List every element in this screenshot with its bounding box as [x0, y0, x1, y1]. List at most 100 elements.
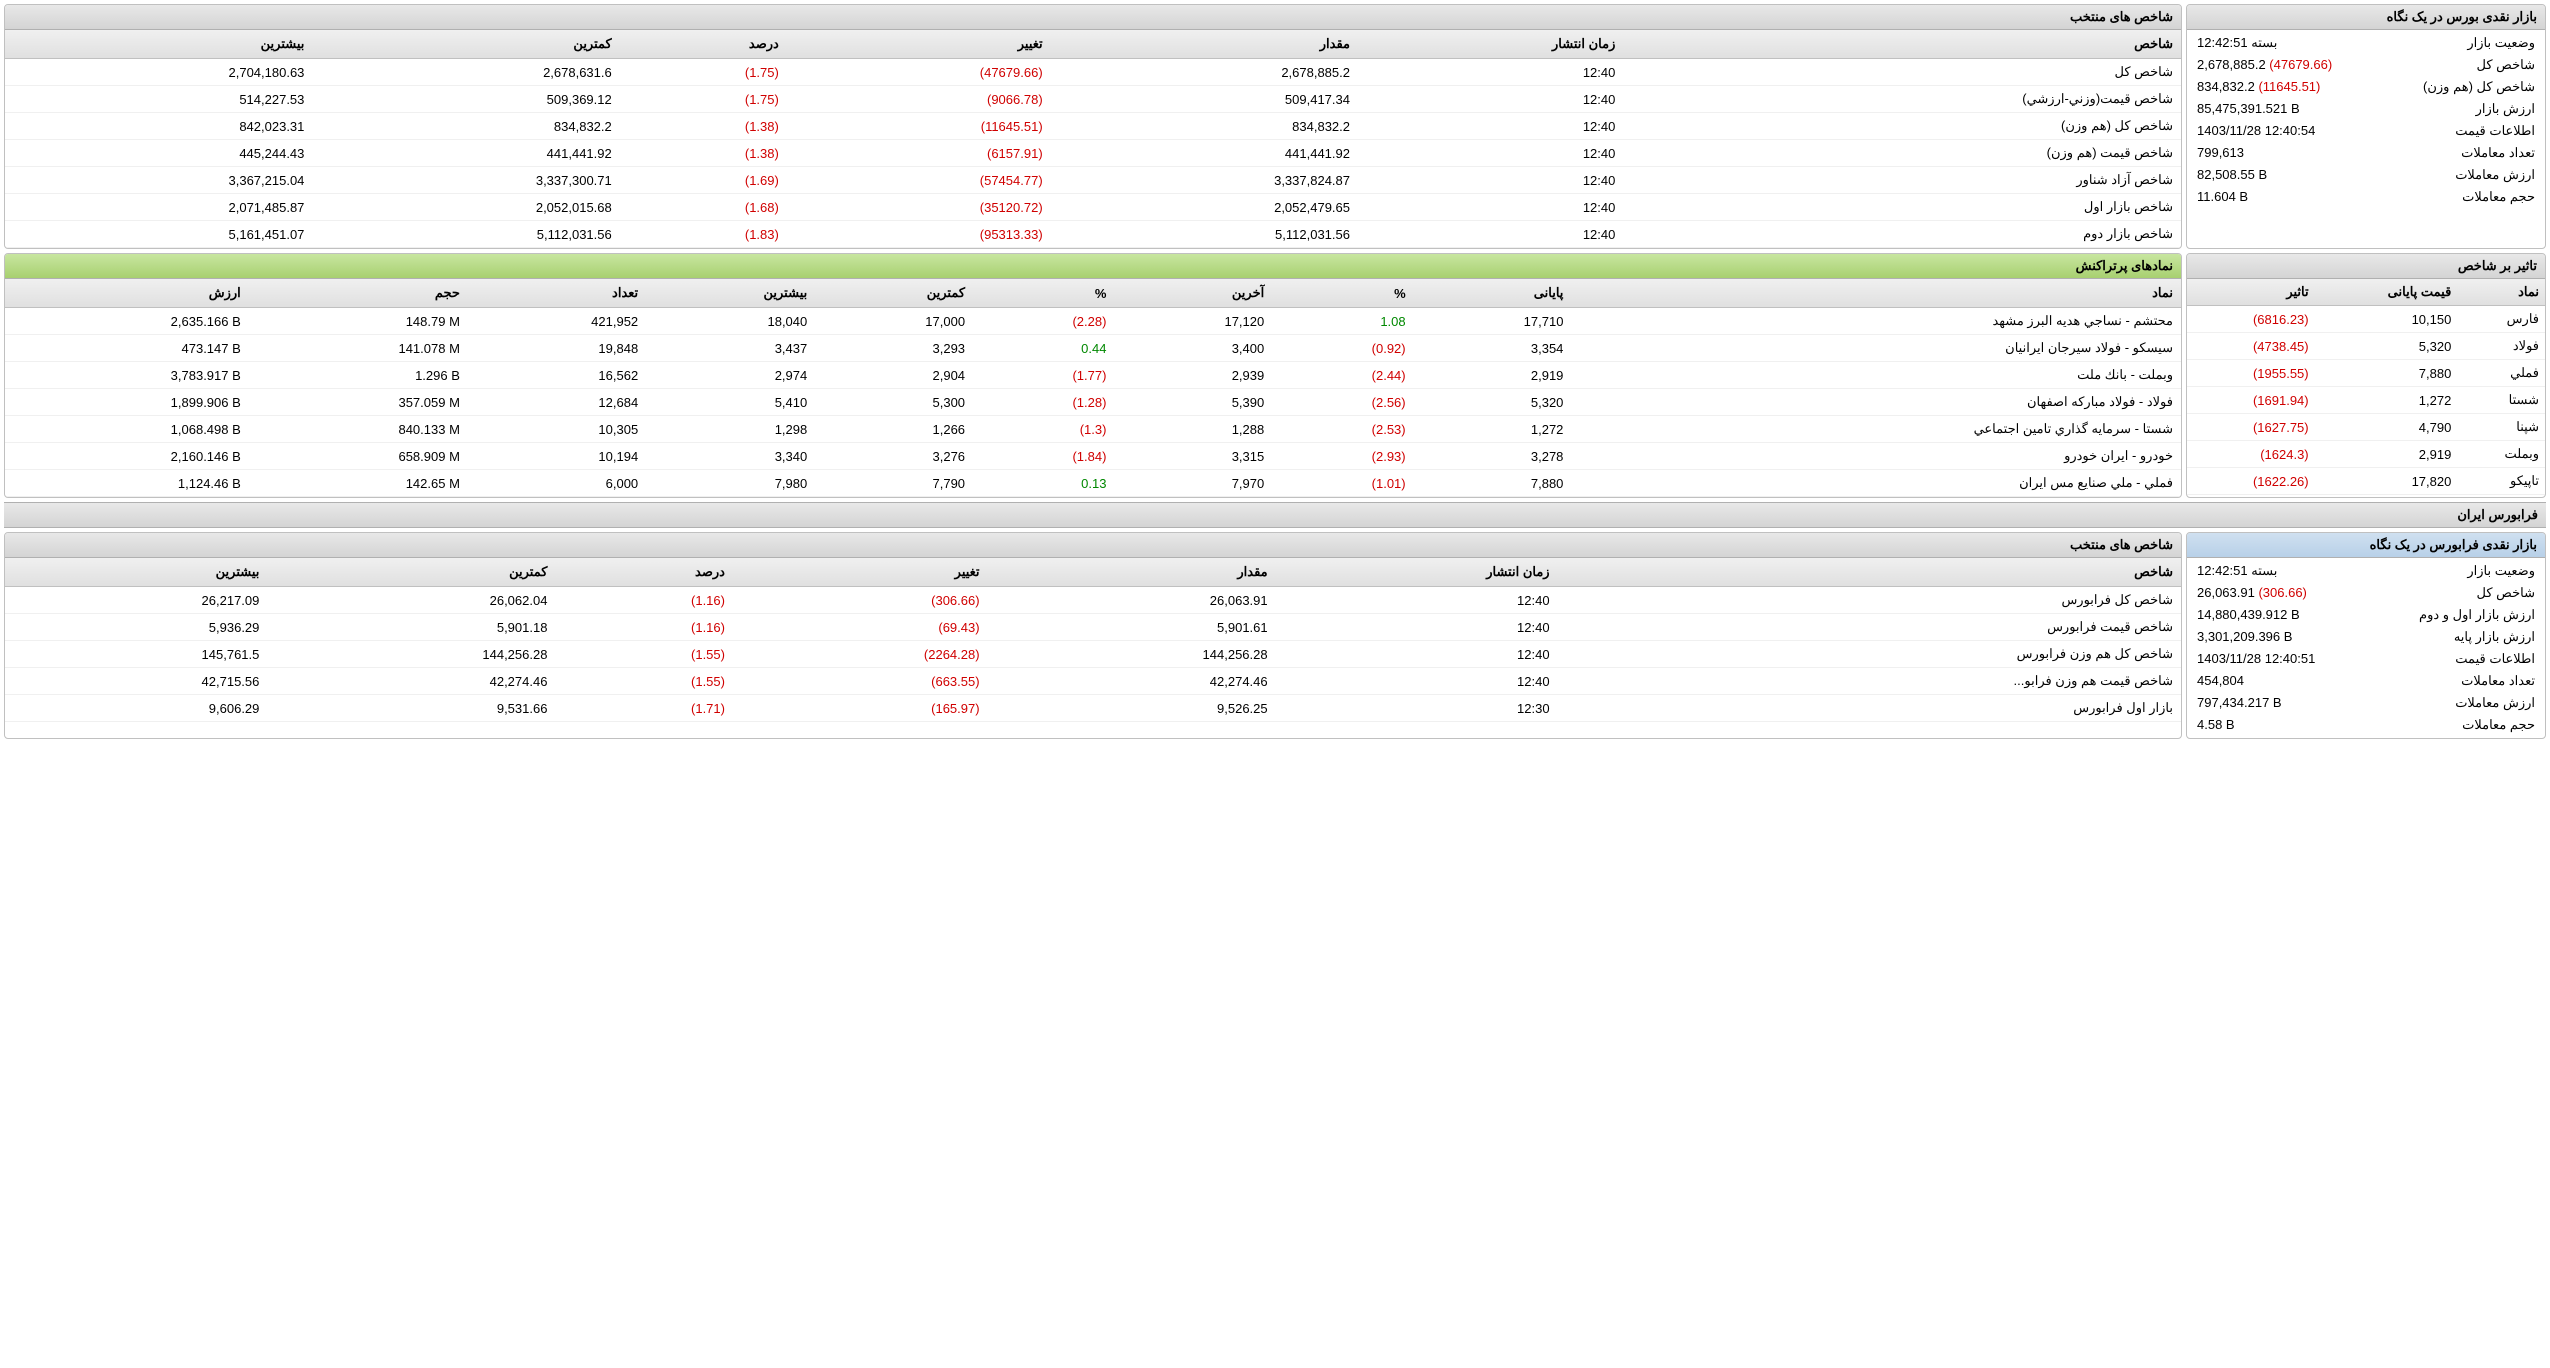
table-row[interactable]: شستا - سرمايه گذاري تامين اجتماعي1,272(2…	[5, 416, 2181, 443]
col-header[interactable]: آخرین	[1114, 279, 1272, 308]
kv-value: 11.604 B	[2197, 189, 2248, 205]
col-header[interactable]: بیشترین	[5, 558, 267, 587]
cell: شاخص کل فرابورس	[1558, 587, 2181, 614]
col-header[interactable]: درصد	[555, 558, 733, 587]
cell: 7,880	[2315, 360, 2458, 387]
top-symbols-title: نمادهای پرتراکنش	[5, 254, 2181, 279]
bourse-row-2: تاثیر بر شاخص نمادقیمت پایانیتاثیر فارس1…	[4, 253, 2546, 498]
farabourse-indices-table: شاخصزمان انتشارمقدارتغییردرصدکمترینبیشتر…	[5, 558, 2181, 722]
col-header[interactable]: زمان انتشار	[1358, 30, 1623, 59]
col-header[interactable]: کمترین	[267, 558, 555, 587]
table-row[interactable]: وبملت2,919(1624.3)	[2187, 441, 2545, 468]
cell: 2,974	[646, 362, 815, 389]
col-header[interactable]: تعداد	[468, 279, 646, 308]
col-header[interactable]: زمان انتشار	[1276, 558, 1558, 587]
cell: 12:40	[1276, 668, 1558, 695]
col-header[interactable]: بیشترین	[5, 30, 312, 59]
cell: 12:40	[1276, 614, 1558, 641]
col-header[interactable]: ارزش	[5, 279, 249, 308]
col-header[interactable]: بیشترین	[646, 279, 815, 308]
cell: 12,684	[468, 389, 646, 416]
table-row[interactable]: شاخص کل هم وزن فرابورس12:40144,256.28(22…	[5, 641, 2181, 668]
cell: 0.13	[973, 470, 1114, 497]
farabourse-glance-title: بازار نقدی فرابورس در یک نگاه	[2187, 533, 2545, 558]
cell: (1691.94)	[2187, 387, 2315, 414]
kv-row: وضعیت بازاربسته 12:42:51	[2187, 32, 2545, 54]
cell: 0.44	[973, 335, 1114, 362]
table-row[interactable]: تاپیکو17,820(1622.26)	[2187, 468, 2545, 495]
table-row[interactable]: شاخص كل (هم وزن)12:40834,832.2(11645.51)…	[5, 113, 2181, 140]
table-row[interactable]: شاخص قيمت(وزني-ارزشي)12:40509,417.34(906…	[5, 86, 2181, 113]
col-header[interactable]: کمترین	[815, 279, 973, 308]
cell: 42,274.46	[988, 668, 1276, 695]
col-header[interactable]: درصد	[620, 30, 787, 59]
cell: 2,071,485.87	[5, 194, 312, 221]
cell: 5,300	[815, 389, 973, 416]
table-row[interactable]: فارس10,150(6816.23)	[2187, 306, 2545, 333]
col-header[interactable]: %	[1272, 279, 1413, 308]
kv-row: ارزش بازار اول و دوم14,880,439.912 B	[2187, 604, 2545, 626]
cell: 658.909 M	[249, 443, 468, 470]
col-header[interactable]: قیمت پایانی	[2315, 279, 2458, 306]
table-row[interactable]: وبملت - بانك ملت2,919(2.44)2,939(1.77)2,…	[5, 362, 2181, 389]
col-header[interactable]: تغییر	[787, 30, 1051, 59]
col-header[interactable]: شاخص	[1558, 558, 2181, 587]
col-header[interactable]: نماد	[1571, 279, 2181, 308]
col-header[interactable]: %	[973, 279, 1114, 308]
kv-value: بسته 12:42:51	[2197, 35, 2277, 51]
col-header[interactable]: تغییر	[733, 558, 988, 587]
cell: 3,783.917 B	[5, 362, 249, 389]
cell: 5,901.18	[267, 614, 555, 641]
cell: (11645.51)	[787, 113, 1051, 140]
cell: (1627.75)	[2187, 414, 2315, 441]
kv-row: شاخص کل26,063.91 (306.66)	[2187, 582, 2545, 604]
table-row[interactable]: شاخص قیمت فرابورس12:405,901.61(69.43)(1.…	[5, 614, 2181, 641]
table-row[interactable]: محتشم - نساجي هديه البرز مشهد17,7101.081…	[5, 308, 2181, 335]
cell: شستا - سرمايه گذاري تامين اجتماعي	[1571, 416, 2181, 443]
cell: (1.69)	[620, 167, 787, 194]
top-symbols-panel: نمادهای پرتراکنش نمادپایانی%آخرین%کمترین…	[4, 253, 2182, 498]
cell: (2.56)	[1272, 389, 1413, 416]
cell: 26,062.04	[267, 587, 555, 614]
cell: 5,112,031.56	[312, 221, 619, 248]
table-row[interactable]: فملي7,880(1955.55)	[2187, 360, 2545, 387]
col-header[interactable]: نماد	[2457, 279, 2545, 306]
table-row[interactable]: فولاد - فولاد مباركه اصفهان5,320(2.56)5,…	[5, 389, 2181, 416]
table-row[interactable]: سیسکو - فولاد سیرجان ایرانیان3,354(0.92)…	[5, 335, 2181, 362]
kv-key: شاخص کل	[2477, 585, 2535, 601]
table-row[interactable]: شاخص کل12:402,678,885.2(47679.66)(1.75)2…	[5, 59, 2181, 86]
cell: 5,320	[1414, 389, 1572, 416]
table-row[interactable]: شاخص آزاد شناور12:403,337,824.87(57454.7…	[5, 167, 2181, 194]
table-row[interactable]: شاخص قیمت هم وزن فرابو...12:4042,274.46(…	[5, 668, 2181, 695]
cell: 5,410	[646, 389, 815, 416]
cell: 6,000	[468, 470, 646, 497]
table-row[interactable]: شاخص بازار دوم12:405,112,031.56(95313.33…	[5, 221, 2181, 248]
cell: شاخص کل	[1623, 59, 2181, 86]
col-header[interactable]: مقدار	[988, 558, 1276, 587]
col-header[interactable]: حجم	[249, 279, 468, 308]
col-header[interactable]: کمترین	[312, 30, 619, 59]
cell: 142.65 M	[249, 470, 468, 497]
table-row[interactable]: خودرو - ايران‌ خودرو3,278(2.93)3,315(1.8…	[5, 443, 2181, 470]
col-header[interactable]: مقدار	[1051, 30, 1358, 59]
cell: 9,606.29	[5, 695, 267, 722]
table-row[interactable]: شاخص کل فرابورس12:4026,063.91(306.66)(1.…	[5, 587, 2181, 614]
table-row[interactable]: شاخص بازار اول12:402,052,479.65(35120.72…	[5, 194, 2181, 221]
cell: (1.38)	[620, 113, 787, 140]
col-header[interactable]: پایانی	[1414, 279, 1572, 308]
table-row[interactable]: فولاد5,320(4738.45)	[2187, 333, 2545, 360]
kv-row: ارزش بازار پایه3,301,209.396 B	[2187, 626, 2545, 648]
col-header[interactable]: شاخص	[1623, 30, 2181, 59]
table-row[interactable]: شاخص قيمت (هم وزن)12:40441,441.92(6157.9…	[5, 140, 2181, 167]
cell: وبملت - بانك ملت	[1571, 362, 2181, 389]
table-row[interactable]: بازار اول فرابورس12:309,526.25(165.97)(1…	[5, 695, 2181, 722]
col-header[interactable]: تاثیر	[2187, 279, 2315, 306]
table-row[interactable]: شپنا4,790(1627.75)	[2187, 414, 2545, 441]
cell: 16,562	[468, 362, 646, 389]
cell: 141.078 M	[249, 335, 468, 362]
cell: شاخص قیمت فرابورس	[1558, 614, 2181, 641]
cell: 12:40	[1358, 86, 1623, 113]
table-row[interactable]: شستا1,272(1691.94)	[2187, 387, 2545, 414]
table-row[interactable]: فملي - ملي‌ صنايع‌ مس‌ ايران‌7,880(1.01)…	[5, 470, 2181, 497]
cell: 834,832.2	[1051, 113, 1358, 140]
